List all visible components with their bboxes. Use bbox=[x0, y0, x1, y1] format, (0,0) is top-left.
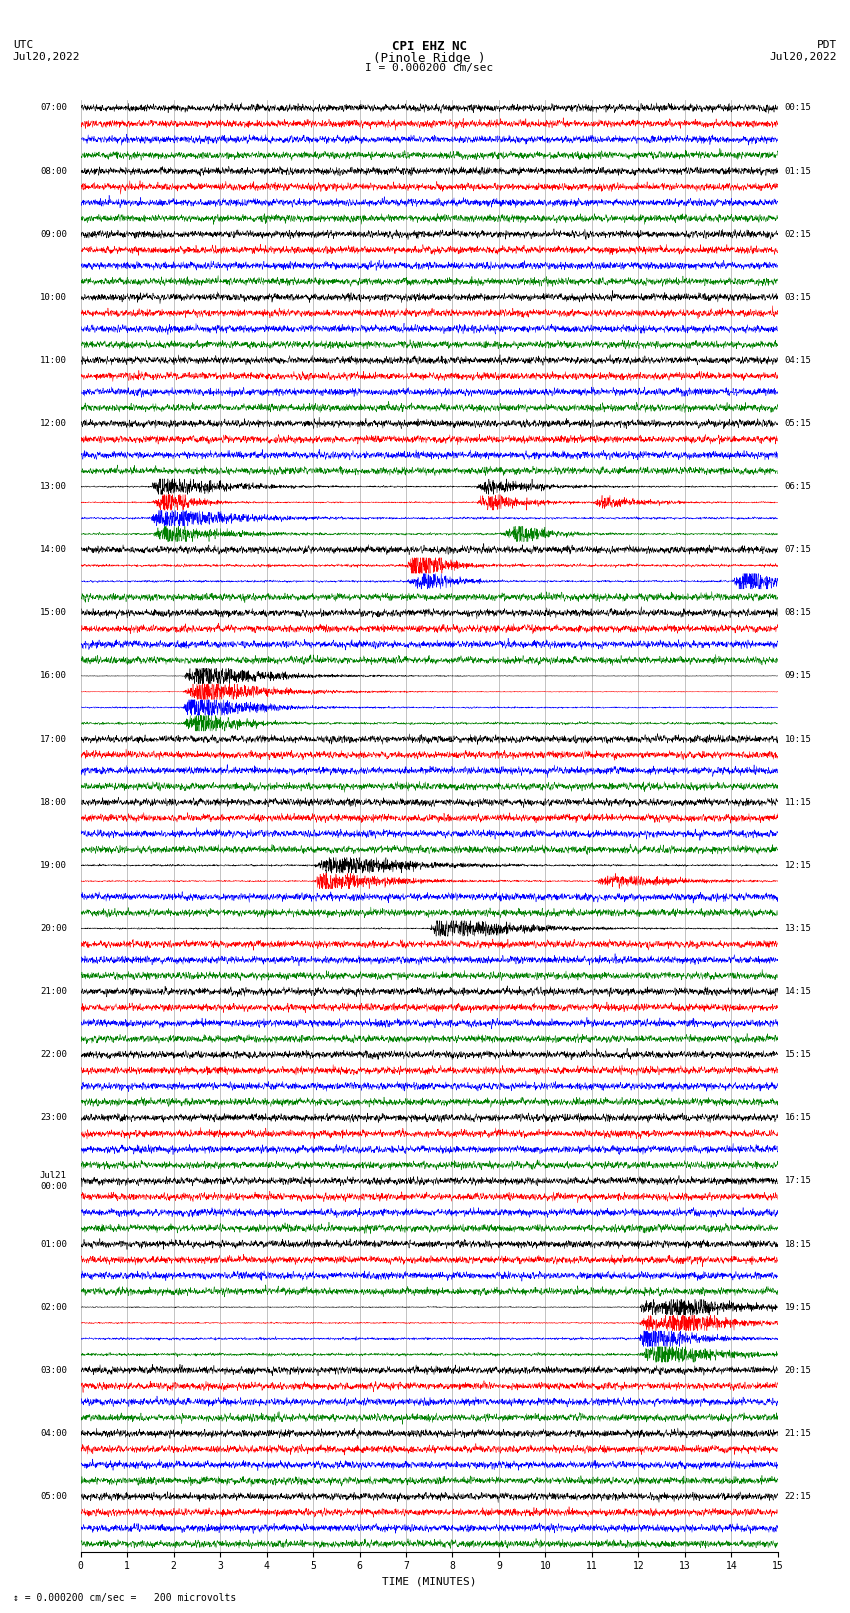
Text: 20:15: 20:15 bbox=[785, 1366, 812, 1374]
Text: 21:00: 21:00 bbox=[40, 987, 67, 997]
Text: 01:00: 01:00 bbox=[40, 1239, 67, 1248]
Text: 09:15: 09:15 bbox=[785, 671, 812, 681]
Text: 12:00: 12:00 bbox=[40, 419, 67, 427]
Text: 10:15: 10:15 bbox=[785, 734, 812, 744]
Text: 19:00: 19:00 bbox=[40, 861, 67, 869]
Text: 22:00: 22:00 bbox=[40, 1050, 67, 1060]
Text: 12:15: 12:15 bbox=[785, 861, 812, 869]
Text: 11:15: 11:15 bbox=[785, 798, 812, 806]
Text: 02:15: 02:15 bbox=[785, 229, 812, 239]
X-axis label: TIME (MINUTES): TIME (MINUTES) bbox=[382, 1578, 477, 1587]
Text: 04:00: 04:00 bbox=[40, 1429, 67, 1437]
Text: 05:15: 05:15 bbox=[785, 419, 812, 427]
Text: 15:15: 15:15 bbox=[785, 1050, 812, 1060]
Text: 22:15: 22:15 bbox=[785, 1492, 812, 1502]
Text: 21:15: 21:15 bbox=[785, 1429, 812, 1437]
Text: UTC: UTC bbox=[13, 40, 33, 50]
Text: 03:15: 03:15 bbox=[785, 292, 812, 302]
Text: 03:00: 03:00 bbox=[40, 1366, 67, 1374]
Text: 08:00: 08:00 bbox=[40, 166, 67, 176]
Text: 18:00: 18:00 bbox=[40, 798, 67, 806]
Text: 14:15: 14:15 bbox=[785, 987, 812, 997]
Text: I = 0.000200 cm/sec: I = 0.000200 cm/sec bbox=[366, 63, 493, 73]
Text: 19:15: 19:15 bbox=[785, 1303, 812, 1311]
Text: 18:15: 18:15 bbox=[785, 1239, 812, 1248]
Text: PDT: PDT bbox=[817, 40, 837, 50]
Text: 07:00: 07:00 bbox=[40, 103, 67, 113]
Text: 09:00: 09:00 bbox=[40, 229, 67, 239]
Text: 13:00: 13:00 bbox=[40, 482, 67, 490]
Text: 07:15: 07:15 bbox=[785, 545, 812, 555]
Text: CPI EHZ NC: CPI EHZ NC bbox=[392, 40, 467, 53]
Text: ↕ = 0.000200 cm/sec =   200 microvolts: ↕ = 0.000200 cm/sec = 200 microvolts bbox=[13, 1594, 236, 1603]
Text: 14:00: 14:00 bbox=[40, 545, 67, 555]
Text: 02:00: 02:00 bbox=[40, 1303, 67, 1311]
Text: 04:15: 04:15 bbox=[785, 356, 812, 365]
Text: 15:00: 15:00 bbox=[40, 608, 67, 618]
Text: 16:15: 16:15 bbox=[785, 1113, 812, 1123]
Text: 11:00: 11:00 bbox=[40, 356, 67, 365]
Text: (Pinole Ridge ): (Pinole Ridge ) bbox=[373, 52, 485, 65]
Text: Jul20,2022: Jul20,2022 bbox=[13, 52, 80, 61]
Text: 10:00: 10:00 bbox=[40, 292, 67, 302]
Text: 17:15: 17:15 bbox=[785, 1176, 812, 1186]
Text: 00:15: 00:15 bbox=[785, 103, 812, 113]
Text: 06:15: 06:15 bbox=[785, 482, 812, 490]
Text: 20:00: 20:00 bbox=[40, 924, 67, 932]
Text: 05:00: 05:00 bbox=[40, 1492, 67, 1502]
Text: Jul21
00:00: Jul21 00:00 bbox=[40, 1171, 67, 1190]
Text: 08:15: 08:15 bbox=[785, 608, 812, 618]
Text: 13:15: 13:15 bbox=[785, 924, 812, 932]
Text: 01:15: 01:15 bbox=[785, 166, 812, 176]
Text: Jul20,2022: Jul20,2022 bbox=[770, 52, 837, 61]
Text: 17:00: 17:00 bbox=[40, 734, 67, 744]
Text: 23:00: 23:00 bbox=[40, 1113, 67, 1123]
Text: 16:00: 16:00 bbox=[40, 671, 67, 681]
